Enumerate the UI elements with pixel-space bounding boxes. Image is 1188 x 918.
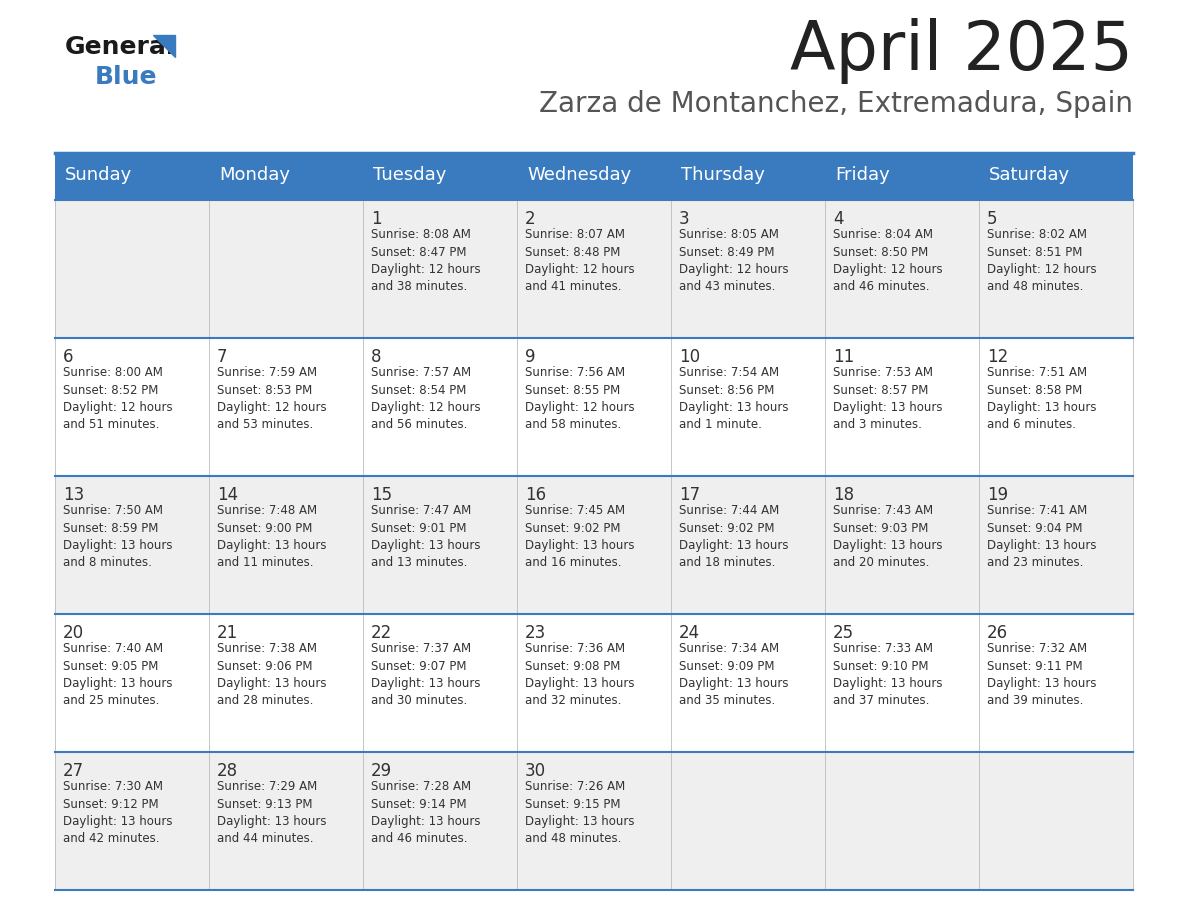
Text: Friday: Friday [835,166,890,185]
Text: Sunrise: 7:29 AM
Sunset: 9:13 PM
Daylight: 13 hours
and 44 minutes.: Sunrise: 7:29 AM Sunset: 9:13 PM Dayligh… [217,780,327,845]
Text: Sunrise: 8:00 AM
Sunset: 8:52 PM
Daylight: 12 hours
and 51 minutes.: Sunrise: 8:00 AM Sunset: 8:52 PM Dayligh… [63,366,172,431]
Text: Sunrise: 8:07 AM
Sunset: 8:48 PM
Daylight: 12 hours
and 41 minutes.: Sunrise: 8:07 AM Sunset: 8:48 PM Dayligh… [525,228,634,294]
Text: 15: 15 [371,486,392,504]
Text: Sunrise: 7:54 AM
Sunset: 8:56 PM
Daylight: 13 hours
and 1 minute.: Sunrise: 7:54 AM Sunset: 8:56 PM Dayligh… [680,366,789,431]
Text: Tuesday: Tuesday [373,166,447,185]
Text: 3: 3 [680,210,689,228]
Text: Sunrise: 8:04 AM
Sunset: 8:50 PM
Daylight: 12 hours
and 46 minutes.: Sunrise: 8:04 AM Sunset: 8:50 PM Dayligh… [833,228,942,294]
Text: Sunrise: 7:41 AM
Sunset: 9:04 PM
Daylight: 13 hours
and 23 minutes.: Sunrise: 7:41 AM Sunset: 9:04 PM Dayligh… [987,504,1097,569]
Bar [55,476,1133,614]
Text: 25: 25 [833,624,854,642]
Text: Wednesday: Wednesday [527,166,631,185]
Text: General: General [65,35,176,59]
Text: Sunrise: 8:08 AM
Sunset: 8:47 PM
Daylight: 12 hours
and 38 minutes.: Sunrise: 8:08 AM Sunset: 8:47 PM Dayligh… [371,228,481,294]
Text: 16: 16 [525,486,546,504]
Text: 21: 21 [217,624,239,642]
Text: Sunrise: 7:30 AM
Sunset: 9:12 PM
Daylight: 13 hours
and 42 minutes.: Sunrise: 7:30 AM Sunset: 9:12 PM Dayligh… [63,780,172,845]
Text: Sunrise: 7:56 AM
Sunset: 8:55 PM
Daylight: 12 hours
and 58 minutes.: Sunrise: 7:56 AM Sunset: 8:55 PM Dayligh… [525,366,634,431]
Text: Sunrise: 7:26 AM
Sunset: 9:15 PM
Daylight: 13 hours
and 48 minutes.: Sunrise: 7:26 AM Sunset: 9:15 PM Dayligh… [525,780,634,845]
Bar [55,614,1133,752]
Text: 4: 4 [833,210,843,228]
Text: Thursday: Thursday [681,166,765,185]
Text: Sunrise: 8:02 AM
Sunset: 8:51 PM
Daylight: 12 hours
and 48 minutes.: Sunrise: 8:02 AM Sunset: 8:51 PM Dayligh… [987,228,1097,294]
Text: 28: 28 [217,762,238,780]
Text: Sunrise: 7:37 AM
Sunset: 9:07 PM
Daylight: 13 hours
and 30 minutes.: Sunrise: 7:37 AM Sunset: 9:07 PM Dayligh… [371,642,480,708]
Text: Sunrise: 7:59 AM
Sunset: 8:53 PM
Daylight: 12 hours
and 53 minutes.: Sunrise: 7:59 AM Sunset: 8:53 PM Dayligh… [217,366,327,431]
Text: Sunrise: 7:32 AM
Sunset: 9:11 PM
Daylight: 13 hours
and 39 minutes.: Sunrise: 7:32 AM Sunset: 9:11 PM Dayligh… [987,642,1097,708]
Text: Sunrise: 7:47 AM
Sunset: 9:01 PM
Daylight: 13 hours
and 13 minutes.: Sunrise: 7:47 AM Sunset: 9:01 PM Dayligh… [371,504,480,569]
Text: 8: 8 [371,348,381,366]
Text: 18: 18 [833,486,854,504]
Text: April 2025: April 2025 [790,18,1133,84]
Text: Sunrise: 7:38 AM
Sunset: 9:06 PM
Daylight: 13 hours
and 28 minutes.: Sunrise: 7:38 AM Sunset: 9:06 PM Dayligh… [217,642,327,708]
Text: Sunrise: 8:05 AM
Sunset: 8:49 PM
Daylight: 12 hours
and 43 minutes.: Sunrise: 8:05 AM Sunset: 8:49 PM Dayligh… [680,228,789,294]
Text: 23: 23 [525,624,546,642]
Text: Sunrise: 7:44 AM
Sunset: 9:02 PM
Daylight: 13 hours
and 18 minutes.: Sunrise: 7:44 AM Sunset: 9:02 PM Dayligh… [680,504,789,569]
Text: Saturday: Saturday [988,166,1070,185]
Text: Sunrise: 7:57 AM
Sunset: 8:54 PM
Daylight: 12 hours
and 56 minutes.: Sunrise: 7:57 AM Sunset: 8:54 PM Dayligh… [371,366,481,431]
Text: 12: 12 [987,348,1009,366]
Text: 26: 26 [987,624,1009,642]
Text: 1: 1 [371,210,381,228]
Text: 2: 2 [525,210,536,228]
Text: 13: 13 [63,486,84,504]
Text: 10: 10 [680,348,700,366]
Text: Sunrise: 7:51 AM
Sunset: 8:58 PM
Daylight: 13 hours
and 6 minutes.: Sunrise: 7:51 AM Sunset: 8:58 PM Dayligh… [987,366,1097,431]
Text: 20: 20 [63,624,84,642]
Text: 6: 6 [63,348,74,366]
Bar [55,338,1133,476]
Text: Sunday: Sunday [65,166,132,185]
Text: 22: 22 [371,624,392,642]
Text: 24: 24 [680,624,700,642]
Text: 19: 19 [987,486,1009,504]
Text: Sunrise: 7:36 AM
Sunset: 9:08 PM
Daylight: 13 hours
and 32 minutes.: Sunrise: 7:36 AM Sunset: 9:08 PM Dayligh… [525,642,634,708]
Text: Sunrise: 7:28 AM
Sunset: 9:14 PM
Daylight: 13 hours
and 46 minutes.: Sunrise: 7:28 AM Sunset: 9:14 PM Dayligh… [371,780,480,845]
Text: 9: 9 [525,348,536,366]
Bar [55,155,1133,200]
Text: 14: 14 [217,486,238,504]
Text: Blue: Blue [95,65,158,89]
Bar [55,752,1133,890]
Text: Sunrise: 7:50 AM
Sunset: 8:59 PM
Daylight: 13 hours
and 8 minutes.: Sunrise: 7:50 AM Sunset: 8:59 PM Dayligh… [63,504,172,569]
Text: Sunrise: 7:43 AM
Sunset: 9:03 PM
Daylight: 13 hours
and 20 minutes.: Sunrise: 7:43 AM Sunset: 9:03 PM Dayligh… [833,504,942,569]
Text: 30: 30 [525,762,546,780]
Text: Sunrise: 7:48 AM
Sunset: 9:00 PM
Daylight: 13 hours
and 11 minutes.: Sunrise: 7:48 AM Sunset: 9:00 PM Dayligh… [217,504,327,569]
Polygon shape [153,35,175,57]
Text: 29: 29 [371,762,392,780]
Text: 27: 27 [63,762,84,780]
Text: 11: 11 [833,348,854,366]
Text: 17: 17 [680,486,700,504]
Text: 7: 7 [217,348,227,366]
Text: Sunrise: 7:34 AM
Sunset: 9:09 PM
Daylight: 13 hours
and 35 minutes.: Sunrise: 7:34 AM Sunset: 9:09 PM Dayligh… [680,642,789,708]
Text: Monday: Monday [219,166,290,185]
Text: 5: 5 [987,210,998,228]
Text: Zarza de Montanchez, Extremadura, Spain: Zarza de Montanchez, Extremadura, Spain [539,90,1133,118]
Text: Sunrise: 7:40 AM
Sunset: 9:05 PM
Daylight: 13 hours
and 25 minutes.: Sunrise: 7:40 AM Sunset: 9:05 PM Dayligh… [63,642,172,708]
Text: Sunrise: 7:45 AM
Sunset: 9:02 PM
Daylight: 13 hours
and 16 minutes.: Sunrise: 7:45 AM Sunset: 9:02 PM Dayligh… [525,504,634,569]
Text: Sunrise: 7:53 AM
Sunset: 8:57 PM
Daylight: 13 hours
and 3 minutes.: Sunrise: 7:53 AM Sunset: 8:57 PM Dayligh… [833,366,942,431]
Text: Sunrise: 7:33 AM
Sunset: 9:10 PM
Daylight: 13 hours
and 37 minutes.: Sunrise: 7:33 AM Sunset: 9:10 PM Dayligh… [833,642,942,708]
Bar [55,200,1133,338]
